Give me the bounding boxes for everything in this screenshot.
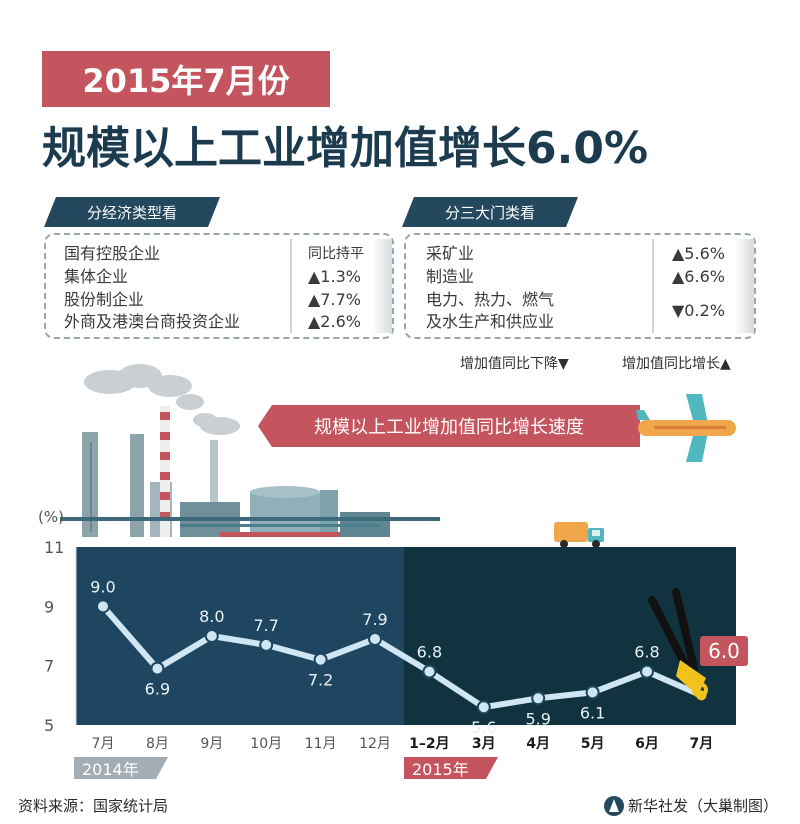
data-point (640, 664, 654, 679)
factory-illustration (60, 364, 440, 537)
sectors-tab: 分三大门类看 (402, 197, 578, 227)
x-tick-label: 6月 (635, 736, 659, 752)
data-point (531, 691, 546, 706)
data-point (259, 637, 274, 652)
y-tick-label: 5 (44, 716, 54, 735)
xinhua-logo-icon (604, 796, 624, 816)
x-tick-label: 8月 (146, 736, 169, 752)
airplane-icon (630, 394, 736, 462)
x-tick-label: 12月 (359, 736, 391, 752)
legend-down: 增加值同比下降▼ (460, 356, 569, 372)
data-point (422, 664, 437, 679)
econ-row-label: 国有控股企业 (64, 244, 161, 263)
econ-row-value: ▲7.7% (308, 290, 361, 309)
source-note: 资料来源：国家统计局 (18, 797, 169, 815)
x-tick-label: 7月 (690, 736, 714, 752)
svg-text:6.0: 6.0 (708, 639, 740, 663)
series-line (100, 604, 703, 711)
value-column (290, 239, 392, 333)
year-2014-tag: 2014年 (74, 757, 168, 779)
data-point (368, 631, 382, 646)
credit-note: 新华社发（大巢制图） (628, 797, 779, 815)
growth-speed-banner: 规模以上工业增加值同比增长速度 (258, 405, 640, 447)
year-2015-tag: 2015年 (404, 757, 498, 779)
value-column (652, 239, 754, 333)
economic-types-tab: 分经济类型看 (44, 197, 220, 227)
x-tick-label: 5月 (581, 736, 605, 752)
data-label: 7.7 (253, 616, 278, 635)
econ-row-label: 集体企业 (64, 267, 129, 286)
y-tick-label: 11 (44, 538, 64, 557)
sector-row-label: 制造业 (426, 267, 475, 286)
data-label: 6.8 (634, 643, 659, 662)
data-point (96, 599, 110, 614)
data-point (204, 629, 219, 643)
data-label: 8.0 (199, 607, 224, 626)
sector-row-value: ▲5.6% (672, 244, 725, 263)
data-label: 5.6 (471, 718, 496, 737)
sectors-box: 采矿业 制造业 电力、热力、燃气 及水生产和供应业 ▲5.6% ▲6.6% ▼0… (404, 233, 756, 339)
data-point (585, 685, 600, 700)
legend-up: 增加值同比增长▲ (622, 356, 731, 372)
economic-types-box: 国有控股企业 集体企业 股份制企业 外商及港澳台商投资企业 同比持平 ▲1.3%… (44, 233, 394, 339)
data-label: 6.8 (417, 643, 442, 662)
sector-row-label: 及水生产和供应业 (426, 312, 555, 331)
x-tick-label: 11月 (305, 736, 337, 752)
x-tick-label: 10月 (250, 736, 282, 752)
econ-row-value: ▲2.6% (308, 312, 361, 331)
pliers-icon (648, 588, 708, 698)
data-label: 6.9 (145, 680, 170, 699)
data-point (476, 700, 491, 715)
sector-row-label: 采矿业 (426, 244, 475, 263)
y-tick-label: 9 (44, 597, 54, 616)
data-point (150, 661, 165, 676)
x-tick-label: 4月 (526, 736, 550, 752)
y-tick-label: 7 (44, 657, 54, 676)
econ-row-label: 股份制企业 (64, 290, 145, 309)
x-tick-label: 9月 (200, 736, 223, 752)
highlight-callout: 6.0 (700, 636, 748, 666)
econ-row-value: ▲1.3% (308, 267, 361, 286)
sector-row-label: 电力、热力、燃气 (426, 290, 555, 309)
x-tick-label: 1–2月 (409, 736, 449, 752)
econ-column-header: 同比持平 (308, 246, 364, 262)
sector-row-value: ▼0.2% (672, 301, 725, 320)
data-label: 9.0 (90, 577, 115, 596)
data-label: 7.9 (362, 610, 387, 629)
sector-row-value: ▲6.6% (672, 267, 725, 286)
data-point (313, 652, 328, 667)
data-label: 7.2 (308, 671, 333, 690)
date-banner: 2015年7月份 (42, 51, 330, 107)
data-label: 6.1 (580, 703, 605, 722)
x-tick-label: 3月 (472, 736, 496, 752)
x-tick-label: 7月 (92, 736, 115, 752)
truck-icon (554, 522, 604, 548)
y-axis-unit: (%) (38, 508, 64, 526)
econ-row-label: 外商及港澳台商投资企业 (64, 312, 241, 331)
data-label: 5.9 (525, 709, 550, 728)
headline: 规模以上工业增加值增长6.0% (42, 123, 649, 174)
